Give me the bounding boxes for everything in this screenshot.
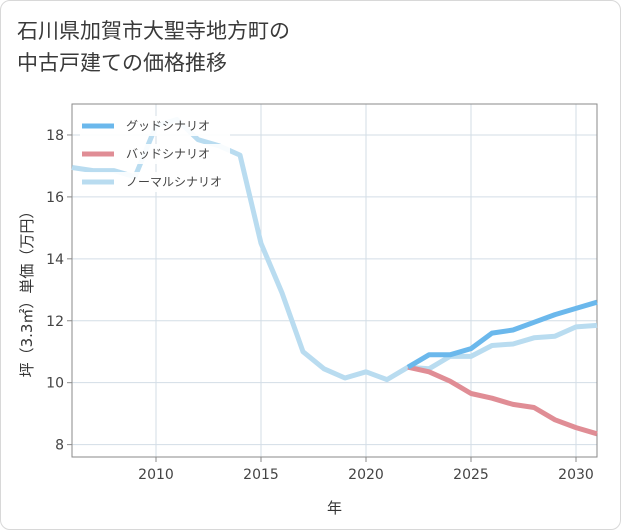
series-line-1: [406, 299, 598, 370]
legend-item-background: [80, 116, 230, 136]
x-tick-label: 2015: [243, 467, 279, 483]
y-tick-label: 12: [46, 314, 64, 330]
chart-title-line-2: 中古戸建ての価格推移: [17, 51, 227, 75]
plot-area-border: [71, 103, 598, 458]
y-axis-title: 坪（3.3㎡）単価（万円）: [18, 204, 36, 378]
x-tick-label: 2030: [558, 467, 594, 483]
legend-item: バッドシナリオ: [80, 144, 230, 164]
y-tick-label: 8: [55, 438, 64, 454]
legend-label: グッドシナリオ: [126, 119, 210, 133]
legend-item-background: [80, 144, 230, 164]
y-tick-label: 10: [46, 376, 64, 392]
axis-ticks: 2010 2015 2020 2025 2030 8 10 12 14 16 18: [46, 128, 594, 483]
chart-title: 石川県加賀市大聖寺地方町の 中古戸建ての価格推移: [17, 15, 577, 79]
legend-item: ノーマルシナリオ: [80, 172, 230, 192]
grid-lines: [72, 104, 597, 457]
legend-label: バッドシナリオ: [126, 147, 210, 161]
chart-title-line-1: 石川県加賀市大聖寺地方町の: [17, 19, 290, 43]
y-tick-label: 16: [46, 190, 64, 206]
legend-item-background: [80, 172, 230, 192]
legend-label: ノーマルシナリオ: [126, 175, 222, 189]
legend-item: グッドシナリオ: [80, 116, 230, 136]
x-tick-label: 2020: [348, 467, 384, 483]
x-axis-title: 年: [327, 499, 342, 517]
x-tick-label: 2025: [453, 467, 489, 483]
x-tick-label: 2010: [138, 467, 174, 483]
y-tick-label: 14: [46, 252, 64, 268]
y-tick-label: 18: [46, 128, 64, 144]
series-line-2: [407, 364, 598, 437]
series-lines: [71, 117, 598, 437]
